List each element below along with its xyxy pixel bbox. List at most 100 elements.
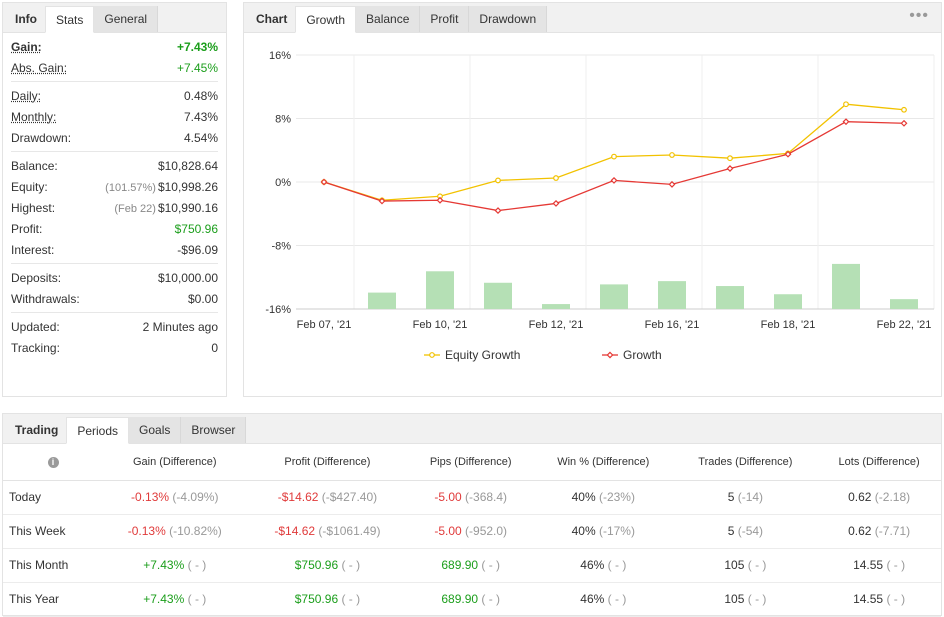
period-cell: 40% (-23%) (533, 480, 674, 515)
cell-difference: (-$427.40) (321, 490, 378, 504)
series-point[interactable] (784, 150, 792, 158)
series-point[interactable] (552, 199, 560, 207)
cell-difference: (-$1061.49) (318, 524, 381, 538)
periods-header-row: i Gain (Difference) Profit (Difference) Pip… (3, 444, 941, 481)
series-point[interactable] (843, 101, 849, 108)
tab-browser[interactable]: Browser (181, 417, 247, 443)
column-header-gain-difference: Gain (Difference) (103, 444, 247, 481)
y-tick-label: 8% (275, 114, 291, 126)
info-stats-body: Gain: +7.43% Abs. Gain: +7.45% Daily: 0.48% Mo… (3, 33, 226, 361)
series-point[interactable] (842, 118, 850, 126)
tab-growth[interactable]: Growth (295, 6, 357, 33)
stat-label[interactable]: Abs. Gain: (11, 60, 68, 75)
volume-bar (426, 271, 454, 309)
cell-value: +7.43% (143, 558, 185, 572)
period-cell: 14.55 ( - ) (817, 548, 941, 583)
tab-goals[interactable]: Goals (129, 417, 182, 443)
period-cell: +7.43% ( - ) (103, 548, 247, 583)
period-cell: -0.13% (-4.09%) (103, 480, 247, 515)
stat-sub-value: (Feb 22) (114, 202, 156, 215)
series-point[interactable] (611, 153, 617, 160)
cell-value: 0.62 (848, 524, 872, 538)
stat-value: $0.00 (187, 291, 218, 306)
stat-value: (101.57%) $10,998.26 (105, 179, 218, 194)
cell-difference: (-368.4) (465, 490, 508, 504)
stat-row-tracking: Tracking: 0 (11, 337, 218, 358)
series-point[interactable] (610, 176, 618, 184)
legend-label-equity-growth[interactable]: Equity Growth (445, 348, 520, 362)
column-header-profit-difference: Profit (Difference) (246, 444, 409, 481)
tab-label: Periods (77, 423, 119, 438)
cell-value: 40% (571, 524, 596, 538)
cell-difference: ( - ) (481, 558, 501, 572)
series-point[interactable] (668, 180, 676, 188)
period-cell: 5 (-14) (673, 480, 818, 515)
series-point[interactable] (727, 155, 733, 162)
info-icon[interactable]: i (47, 456, 59, 468)
series-point[interactable] (553, 175, 559, 181)
stat-label: Drawdown: (11, 130, 72, 145)
stat-row-gain: Gain: +7.43% (11, 36, 218, 57)
column-header-lots-difference: Lots (Difference) (817, 444, 941, 481)
stat-row-equity: Equity: (101.57%) $10,998.26 (11, 176, 218, 197)
series-point[interactable] (901, 106, 907, 113)
series-point[interactable] (900, 119, 908, 127)
stat-value: 4.54% (183, 130, 218, 145)
period-cell: 0.62 (-2.18) (817, 480, 941, 515)
more-dots-icon[interactable]: ••• (909, 7, 929, 24)
cell-difference: (-23%) (598, 490, 635, 504)
x-tick-label: Feb 22, '21 (877, 319, 932, 331)
volume-bar (600, 284, 628, 309)
tab-periods[interactable]: Periods (66, 417, 130, 444)
period-cell: 46% ( - ) (533, 582, 674, 617)
tab-balance[interactable]: Balance (356, 6, 421, 32)
tab-drawdown[interactable]: Drawdown (469, 6, 548, 32)
trading-tabbar: Trading Periods Goals Browser (3, 414, 941, 444)
column-header-pips-difference: Pips (Difference) (408, 444, 534, 481)
stat-label[interactable]: Daily: (11, 88, 42, 103)
y-tick-label: -16% (265, 304, 291, 316)
stat-row-balance: Balance: $10,828.64 (11, 155, 218, 176)
stat-label[interactable]: Monthly: (11, 109, 57, 124)
cell-difference: (-14) (737, 490, 764, 504)
cell-value: -5.00 (434, 490, 462, 504)
x-tick-label: Feb 18, '21 (761, 319, 816, 331)
series-point[interactable] (669, 152, 675, 158)
cell-difference: (-54) (737, 524, 764, 538)
stat-label[interactable]: Gain: (11, 39, 42, 54)
cell-difference: ( - ) (187, 592, 207, 606)
series-point[interactable] (495, 177, 501, 184)
series-point[interactable] (320, 178, 328, 186)
cell-value: $750.96 (294, 592, 339, 606)
tab-label: Chart (256, 12, 288, 26)
stat-label: Balance: (11, 158, 58, 173)
stat-label: Deposits: (11, 270, 62, 285)
tab-stats[interactable]: Stats (45, 6, 95, 33)
cell-value: $750.96 (294, 558, 339, 572)
period-cell: 105 ( - ) (673, 548, 818, 583)
series-point[interactable] (378, 197, 386, 205)
cell-difference: ( - ) (607, 592, 627, 606)
tab-profit[interactable]: Profit (420, 6, 470, 32)
stat-label: Equity: (11, 179, 48, 194)
legend-label-growth[interactable]: Growth (623, 348, 662, 362)
cell-difference: ( - ) (886, 592, 906, 606)
period-cell: 40% (-17%) (533, 514, 674, 549)
cell-value: -5.00 (434, 524, 462, 538)
cell-value: -$14.62 (274, 524, 316, 538)
series-point[interactable] (726, 165, 734, 172)
series-point[interactable] (436, 196, 444, 204)
stat-row-interest: Interest: -$96.09 (11, 239, 218, 260)
stat-label: Highest: (11, 200, 56, 215)
stat-value: $10,000.00 (157, 270, 218, 285)
series-point[interactable] (494, 207, 502, 215)
legend-marker (429, 352, 435, 358)
cell-difference: (-7.71) (874, 524, 911, 538)
column-header-win-difference: Win % (Difference) (533, 444, 674, 481)
stat-value: 0.48% (183, 88, 218, 103)
stat-label: Profit: (11, 221, 43, 236)
x-tick-label: Feb 07, '21 (297, 319, 352, 331)
stat-value: $10,828.64 (157, 158, 218, 173)
volume-bar (368, 292, 396, 309)
tab-general[interactable]: General (94, 6, 159, 32)
